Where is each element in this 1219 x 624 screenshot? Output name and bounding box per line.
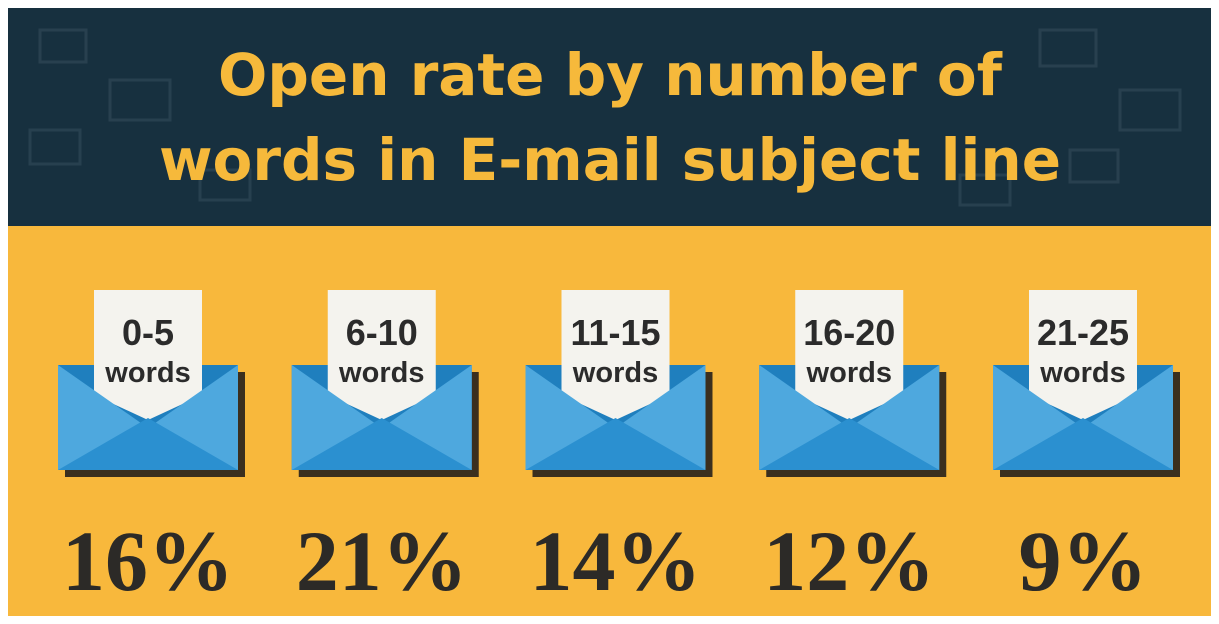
header-decoration xyxy=(28,28,1182,207)
open-rate: 14% xyxy=(530,513,702,609)
open-rate: 9% xyxy=(1019,513,1148,609)
header-background xyxy=(8,8,1211,226)
envelope-letter xyxy=(1029,290,1137,420)
open-rate: 16% xyxy=(62,513,234,609)
envelope-letter xyxy=(327,290,436,420)
envelope-front xyxy=(993,365,1173,470)
envelope-bottom xyxy=(759,418,940,470)
word-range: 21-25 xyxy=(1037,312,1129,353)
envelope-front xyxy=(759,365,940,470)
word-unit: words xyxy=(572,357,658,389)
word-range: 6-10 xyxy=(346,312,418,353)
word-unit: words xyxy=(104,357,190,389)
envelope-front xyxy=(525,365,706,470)
envelope-letter xyxy=(795,290,904,420)
envelope-front xyxy=(291,365,472,470)
item: 16-20 words 12% xyxy=(759,290,947,609)
envelope-letter xyxy=(94,290,202,420)
word-range: 16-20 xyxy=(803,312,895,353)
envelope-front xyxy=(58,365,238,470)
envelope-bottom xyxy=(993,418,1173,470)
title-line: words in E-mail subject line xyxy=(159,126,1061,194)
open-rate: 21% xyxy=(296,513,468,609)
item: 6-10 words 21% xyxy=(291,290,479,609)
word-range: 0-5 xyxy=(122,312,174,353)
item: 0-5 words 16% xyxy=(58,290,245,609)
envelope-bottom xyxy=(291,418,472,470)
open-rate: 12% xyxy=(763,513,935,609)
envelope-bottom xyxy=(525,418,706,470)
word-unit: words xyxy=(806,357,892,389)
word-range: 11-15 xyxy=(570,312,660,353)
items: 0-5 words 16% 6-10 words 21% 11-15 words 14% 16-2… xyxy=(58,290,1180,609)
word-unit: words xyxy=(338,357,424,389)
envelope-bottom xyxy=(58,418,238,470)
item: 21-25 words 9% xyxy=(993,290,1180,609)
item: 11-15 words 14% xyxy=(525,290,713,609)
word-unit: words xyxy=(1039,357,1125,389)
envelope-letter xyxy=(561,290,670,420)
title-line: Open rate by number of xyxy=(218,41,1003,109)
